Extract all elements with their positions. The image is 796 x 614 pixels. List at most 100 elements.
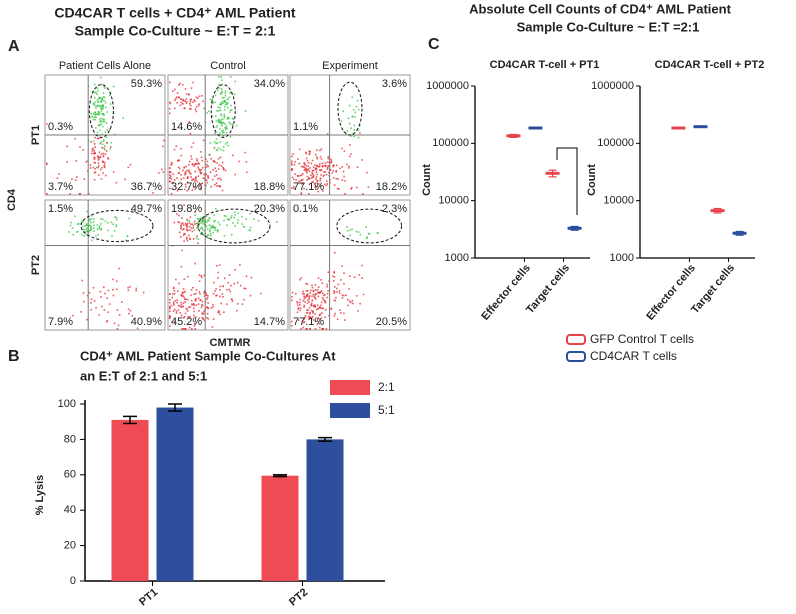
event-dot (80, 222, 82, 225)
event-dot (298, 162, 301, 165)
event-dot (303, 318, 305, 320)
event-dot (190, 294, 192, 297)
event-dot (223, 115, 226, 118)
event-dot (113, 322, 116, 325)
event-dot (303, 304, 305, 307)
event-dot (184, 171, 186, 174)
event-dot (317, 165, 320, 168)
event-dot (108, 303, 111, 305)
event-dot (351, 228, 353, 230)
event-dot (222, 168, 225, 171)
event-dot (96, 228, 99, 231)
event-dot (175, 278, 177, 281)
event-dot (311, 284, 313, 287)
event-dot (224, 90, 227, 92)
event-dot (92, 147, 95, 150)
event-dot (101, 218, 104, 221)
event-dot (307, 162, 310, 164)
event-dot (197, 162, 200, 165)
legend-label: 2:1 (378, 380, 395, 394)
event-dot (169, 315, 171, 318)
event-dot (197, 242, 199, 245)
event-dot (222, 167, 225, 170)
event-dot (195, 106, 198, 108)
event-dot (104, 174, 107, 177)
event-dot (210, 225, 212, 228)
event-dot (205, 173, 208, 175)
event-dot (200, 222, 202, 224)
gate (197, 208, 271, 244)
event-dot (359, 124, 361, 127)
event-dot (184, 173, 187, 175)
event-dot (336, 291, 338, 293)
event-dot (333, 299, 336, 302)
event-dot (211, 224, 214, 227)
y-tick-label: 60 (64, 469, 76, 481)
event-dot (183, 240, 185, 242)
y-tick-label: 100000 (597, 137, 634, 149)
event-dot (216, 142, 219, 144)
event-dot (318, 306, 321, 309)
event-dot (186, 181, 189, 184)
event-dot (337, 283, 340, 286)
event-dot (107, 289, 110, 292)
event-dot (309, 312, 312, 314)
event-dot (177, 166, 180, 169)
event-dot (105, 150, 108, 152)
event-dot (184, 183, 187, 186)
event-dot (91, 152, 93, 155)
event-dot (245, 275, 248, 278)
event-dot (106, 142, 109, 144)
event-dot (234, 80, 237, 83)
event-dot (200, 275, 202, 277)
event-dot (201, 304, 203, 306)
event-dot (297, 308, 300, 310)
event-dot (218, 311, 220, 313)
event-dot (293, 187, 295, 190)
event-dot (171, 293, 174, 295)
event-dot (169, 107, 171, 110)
event-dot (306, 312, 309, 314)
event-dot (191, 230, 194, 233)
event-dot (308, 150, 310, 153)
event-dot (314, 186, 317, 188)
event-dot (152, 192, 154, 194)
event-dot (178, 282, 180, 285)
event-dot (209, 229, 212, 232)
event-dot (298, 180, 300, 183)
event-dot (175, 97, 177, 100)
event-dot (176, 301, 178, 304)
event-dot (194, 186, 196, 188)
event-dot (96, 224, 99, 226)
event-dot (196, 235, 198, 238)
event-dot (314, 168, 317, 171)
event-dot (183, 228, 185, 230)
event-dot (221, 130, 223, 133)
event-dot (291, 163, 293, 166)
event-dot (312, 174, 315, 177)
event-dot (291, 187, 293, 189)
event-dot (186, 177, 189, 179)
event-dot (85, 228, 87, 231)
event-dot (324, 300, 327, 303)
event-dot (311, 170, 314, 172)
event-dot (101, 125, 104, 128)
event-dot (303, 169, 306, 171)
event-dot (200, 156, 203, 159)
event-dot (127, 166, 130, 169)
event-dot (184, 88, 187, 90)
event-dot (100, 229, 102, 231)
event-dot (327, 271, 330, 274)
event-dot (216, 185, 218, 187)
event-dot (189, 104, 192, 107)
event-dot (217, 221, 220, 224)
event-dot (170, 175, 172, 178)
event-dot (188, 326, 191, 329)
event-dot (221, 189, 224, 192)
event-dot (201, 217, 203, 220)
event-dot (218, 87, 221, 89)
event-dot (340, 279, 342, 281)
event-dot (90, 226, 92, 229)
event-dot (158, 172, 160, 174)
event-dot (93, 152, 95, 155)
